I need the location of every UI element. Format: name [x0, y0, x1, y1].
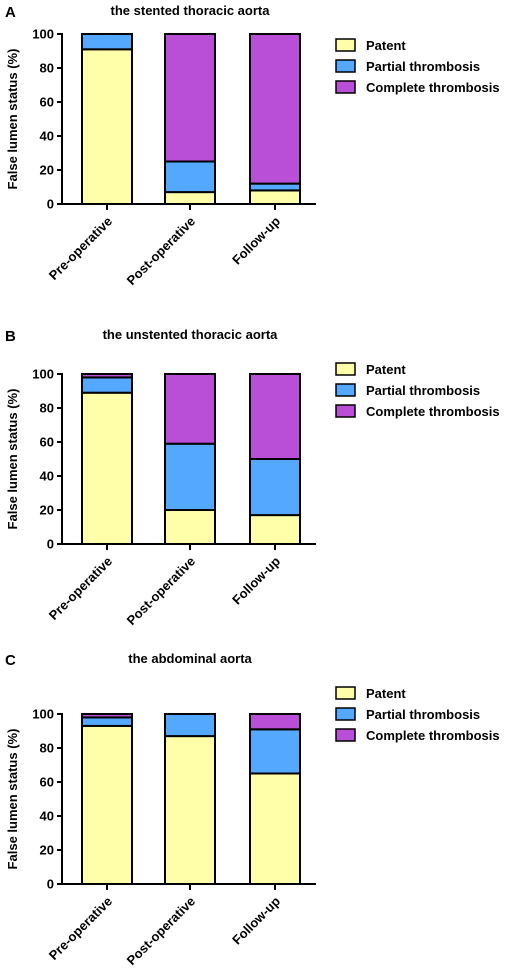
x-tick-label: Post-operative — [124, 554, 198, 628]
y-axis-label: False lumen status (%) — [5, 49, 20, 190]
legend-label: Patent — [366, 362, 406, 377]
bar-segment — [249, 514, 301, 545]
bar-segment — [249, 33, 301, 185]
legend-swatch — [335, 362, 356, 376]
legend-swatch — [335, 728, 356, 742]
bar-segment — [249, 182, 301, 192]
bar-segment — [164, 735, 216, 885]
y-tick-label: 60 — [40, 95, 54, 110]
bar-segment — [164, 33, 216, 163]
x-tick-label: Follow-up — [229, 893, 283, 947]
bar-segment — [249, 772, 301, 885]
bar-segment — [249, 373, 301, 460]
y-tick-label: 100 — [32, 707, 54, 722]
legend-swatch — [335, 686, 356, 700]
bar-segment — [249, 189, 301, 205]
y-tick-label: 100 — [32, 367, 54, 382]
legend-label: Patent — [366, 38, 406, 53]
bar-segment — [81, 376, 133, 394]
legend-swatch — [335, 38, 356, 52]
y-tick-label: 40 — [40, 809, 54, 824]
x-tick-label: Follow-up — [229, 553, 283, 607]
bar-segment — [249, 728, 301, 775]
legend-swatch — [335, 707, 356, 721]
y-tick-label: 80 — [40, 741, 54, 756]
legend-label: Partial thrombosis — [366, 707, 480, 722]
bar-segment — [81, 48, 133, 205]
y-tick-label: 60 — [40, 435, 54, 450]
x-tick-label: Pre-operative — [46, 554, 115, 623]
bar-segment — [81, 724, 133, 886]
panel-letter: A — [5, 4, 16, 21]
panel-letter: B — [5, 328, 16, 345]
bar-segment — [249, 713, 301, 731]
y-tick-label: 0 — [47, 537, 54, 552]
legend-swatch — [335, 59, 356, 73]
x-tick-label: Pre-operative — [46, 214, 115, 283]
legend-swatch — [335, 383, 356, 397]
y-tick-label: 80 — [40, 401, 54, 416]
panel-letter: C — [5, 652, 16, 669]
bar-segment — [164, 160, 216, 194]
bar-segment — [164, 191, 216, 206]
y-tick-label: 20 — [40, 503, 54, 518]
chart-title: the unstented thoracic aorta — [103, 327, 279, 342]
bar-segment — [81, 391, 133, 546]
bar-segment — [81, 33, 133, 51]
legend-label: Complete thrombosis — [366, 80, 500, 95]
bar-segment — [81, 713, 133, 719]
y-tick-label: 80 — [40, 61, 54, 76]
legend-swatch — [335, 80, 356, 94]
y-tick-label: 60 — [40, 775, 54, 790]
y-axis-label: False lumen status (%) — [5, 389, 20, 530]
bar-segment — [164, 713, 216, 738]
bar-segment — [249, 458, 301, 517]
bar-segment — [164, 509, 216, 545]
x-tick-label: Post-operative — [124, 214, 198, 288]
legend-label: Complete thrombosis — [366, 728, 500, 743]
y-tick-label: 20 — [40, 843, 54, 858]
x-tick-label: Follow-up — [229, 213, 283, 267]
legend-label: Partial thrombosis — [366, 383, 480, 398]
y-axis-label: False lumen status (%) — [5, 729, 20, 870]
legend-label: Partial thrombosis — [366, 59, 480, 74]
legend-label: Complete thrombosis — [366, 404, 500, 419]
y-tick-label: 100 — [32, 27, 54, 42]
legend-swatch — [335, 404, 356, 418]
x-tick-label: Pre-operative — [46, 894, 115, 963]
legend-label: Patent — [366, 686, 406, 701]
chart-title: the stented thoracic aorta — [111, 3, 271, 18]
x-tick-label: Post-operative — [124, 894, 198, 968]
y-tick-label: 0 — [47, 877, 54, 892]
y-tick-label: 0 — [47, 197, 54, 212]
chart-title: the abdominal aorta — [128, 651, 252, 666]
y-tick-label: 40 — [40, 129, 54, 144]
bar-segment — [164, 373, 216, 445]
bar-segment — [164, 442, 216, 512]
bar-segment — [81, 373, 133, 379]
bar-segment — [81, 716, 133, 727]
y-tick-label: 40 — [40, 469, 54, 484]
y-tick-label: 20 — [40, 163, 54, 178]
